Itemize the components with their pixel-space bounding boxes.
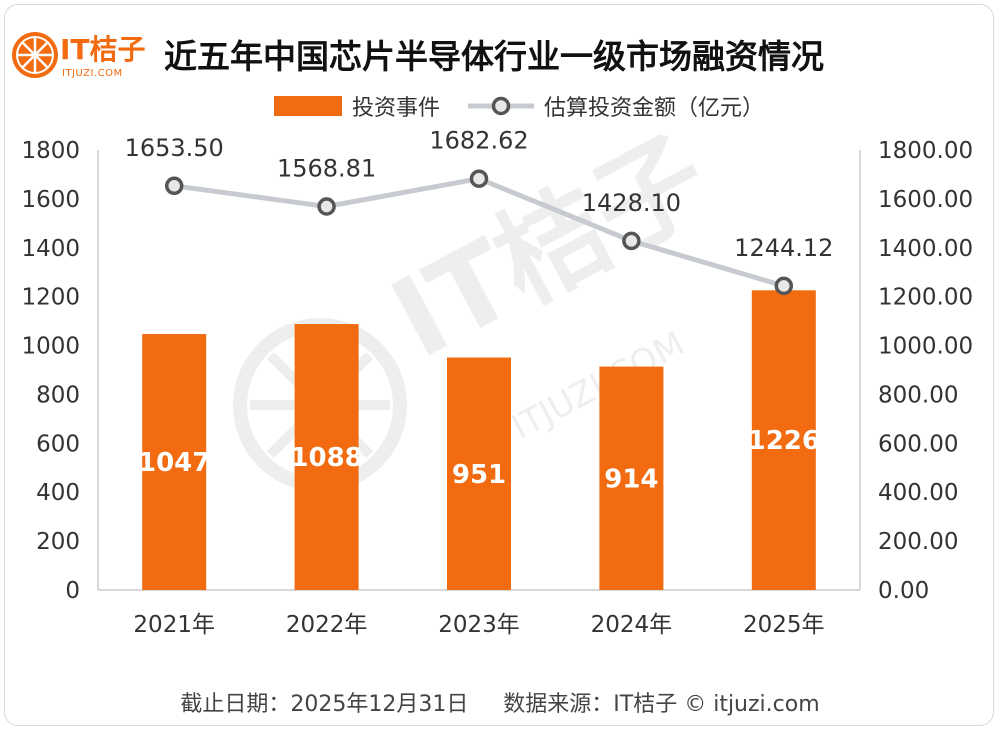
legend-bar-label: 投资事件 xyxy=(352,96,441,121)
logo-text: IT桔子 xyxy=(60,33,146,66)
legend-bar-swatch xyxy=(274,96,342,116)
footer-date: 截止日期：2025年12月31日 xyxy=(180,692,469,717)
brand-logo xyxy=(10,30,60,80)
chart-title: 近五年中国芯片半导体行业一级市场融资情况 xyxy=(164,37,824,76)
footer-source: 数据来源：IT桔子 © itjuzi.com xyxy=(503,692,820,717)
legend-line-swatch xyxy=(468,96,534,116)
chart-footer: 截止日期：2025年12月31日 数据来源：IT桔子 © itjuzi.com xyxy=(0,686,1000,718)
logo-subtext: ITJUZI.COM xyxy=(62,68,123,79)
legend-line-label: 估算投资金额（亿元） xyxy=(544,96,765,121)
orange-slice-icon xyxy=(12,32,58,78)
chart-legend: 投资事件 估算投资金额（亿元） xyxy=(0,84,1000,124)
